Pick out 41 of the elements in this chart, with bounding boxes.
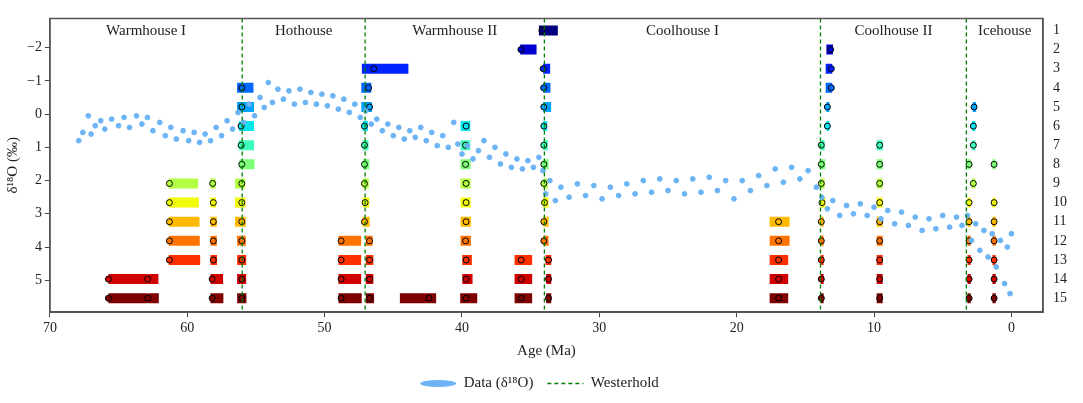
annotation: Warmhouse II [412,22,498,39]
x-tick-label: 20 [729,320,744,336]
y2-tick-label: 9 [1053,175,1060,191]
annotation: Warmhouse I [106,22,187,39]
y-tick-label: 3 [34,205,42,221]
x-tick-label: 60 [180,320,195,336]
y2-tick-label: 3 [1053,60,1060,76]
annotation: Coolhouse II [854,22,933,39]
y2-tick-label: 10 [1053,194,1067,210]
y-tick-label: 1 [34,139,42,155]
y2-tick-label: 12 [1053,232,1067,248]
y-tick-label: −1 [26,72,42,88]
y2-tick-label: 14 [1053,270,1067,286]
x-tick-label: 40 [454,320,469,336]
y-tick-label: 5 [34,271,42,287]
y2-tick-label: 15 [1053,289,1067,305]
y2-tick-label: 7 [1053,136,1060,152]
y2-tick-label: 2 [1053,41,1060,57]
y2-tick-label: 6 [1053,117,1060,133]
x-tick-label: 50 [317,320,332,336]
annotation: Icehouse [978,22,1032,39]
y-tick-label: 0 [34,105,42,121]
y-axis-title: δ¹⁸O (‰) [3,137,21,194]
y2-tick-label: 8 [1053,156,1060,172]
y2-tick-label: 11 [1053,213,1067,229]
y-tick-label: 2 [34,172,42,188]
legend-label: Westerhold [590,374,660,391]
annotation: Coolhouse I [645,22,719,39]
y-tick-label: 4 [34,238,42,254]
x-tick-label: 10 [867,320,882,336]
x-tick-label: 70 [42,320,57,336]
y2-tick-label: 1 [1053,22,1060,38]
y2-tick-label: 13 [1053,251,1067,267]
y2-tick-label: 4 [1053,79,1060,95]
annotation: Hothouse [274,22,333,39]
y2-tick-label: 5 [1053,98,1060,114]
x-axis-title: Age (Ma) [517,341,576,359]
x-tick-label: 0 [1007,320,1015,336]
x-tick-label: 30 [592,320,607,336]
y-tick-label: −2 [26,39,42,55]
legend-label: Data (δ¹⁸O) [463,374,534,392]
